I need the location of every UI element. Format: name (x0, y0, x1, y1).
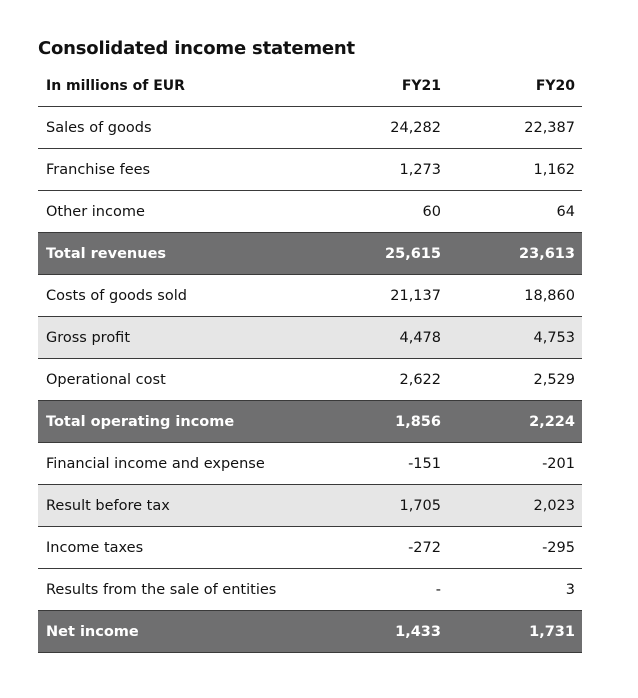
row-fy21: - (435, 581, 441, 598)
row-label: Results from the sale of entities (46, 581, 277, 598)
row-fy20: 18,860 (524, 287, 575, 304)
row-fy21: 24,282 (390, 119, 441, 136)
table-row: Income taxes -272 -295 (38, 527, 582, 569)
row-label: Net income (46, 623, 139, 640)
row-fy20: 4,753 (533, 329, 575, 346)
row-fy21: 4,478 (399, 329, 441, 346)
row-fy21: -151 (408, 455, 441, 472)
row-label: Franchise fees (46, 161, 151, 178)
table-row: Total operating income 1,856 2,224 (38, 401, 582, 443)
row-label: Total operating income (46, 413, 235, 430)
row-fy20: 23,613 (519, 245, 575, 262)
row-fy20: 2,023 (533, 497, 575, 514)
row-fy20: -201 (542, 455, 575, 472)
row-fy21: 1,433 (395, 623, 441, 640)
table-row: Costs of goods sold 21,137 18,860 (38, 275, 582, 317)
row-fy21: 1,856 (395, 413, 441, 430)
row-label: Financial income and expense (46, 455, 265, 472)
table-row: Operational cost 2,622 2,529 (38, 359, 582, 401)
row-label: Income taxes (46, 539, 144, 556)
income-statement-table: In millions of EUR FY21 FY20 Sales of go… (38, 78, 582, 653)
row-fy20: 1,731 (529, 623, 575, 640)
row-label: Costs of goods sold (46, 287, 187, 304)
table-row: Financial income and expense -151 -201 (38, 443, 582, 485)
table-row: Gross profit 4,478 4,753 (38, 317, 582, 359)
table-row: Franchise fees 1,273 1,162 (38, 149, 582, 191)
row-fy21: 1,705 (399, 497, 441, 514)
row-label: Other income (46, 203, 145, 220)
row-label: Gross profit (46, 329, 131, 346)
row-fy21: 60 (422, 203, 441, 220)
table-header: In millions of EUR FY21 FY20 (38, 78, 582, 107)
row-fy20: 2,529 (533, 371, 575, 388)
row-fy20: 1,162 (533, 161, 575, 178)
row-fy21: 2,622 (399, 371, 441, 388)
table-row: Results from the sale of entities - 3 (38, 569, 582, 611)
row-label: Result before tax (46, 497, 170, 514)
table-row: Other income 60 64 (38, 191, 582, 233)
row-fy20: 64 (556, 203, 575, 220)
header-label: In millions of EUR (46, 78, 185, 94)
row-fy20: 3 (565, 581, 575, 598)
row-label: Operational cost (46, 371, 166, 388)
row-fy20: -295 (542, 539, 575, 556)
table-row: Total revenues 25,615 23,613 (38, 233, 582, 275)
row-label: Sales of goods (46, 119, 152, 136)
row-fy21: 25,615 (385, 245, 441, 262)
row-fy21: -272 (408, 539, 441, 556)
row-fy21: 1,273 (399, 161, 441, 178)
table-row: Sales of goods 24,282 22,387 (38, 107, 582, 149)
row-label: Total revenues (46, 245, 167, 262)
header-fy21: FY21 (401, 78, 441, 94)
page-title: Consolidated income statement (38, 38, 355, 59)
header-fy20: FY20 (535, 78, 575, 94)
table-row: Net income 1,433 1,731 (38, 611, 582, 653)
row-fy20: 22,387 (524, 119, 575, 136)
row-fy21: 21,137 (390, 287, 441, 304)
row-fy20: 2,224 (529, 413, 575, 430)
table-row: Result before tax 1,705 2,023 (38, 485, 582, 527)
